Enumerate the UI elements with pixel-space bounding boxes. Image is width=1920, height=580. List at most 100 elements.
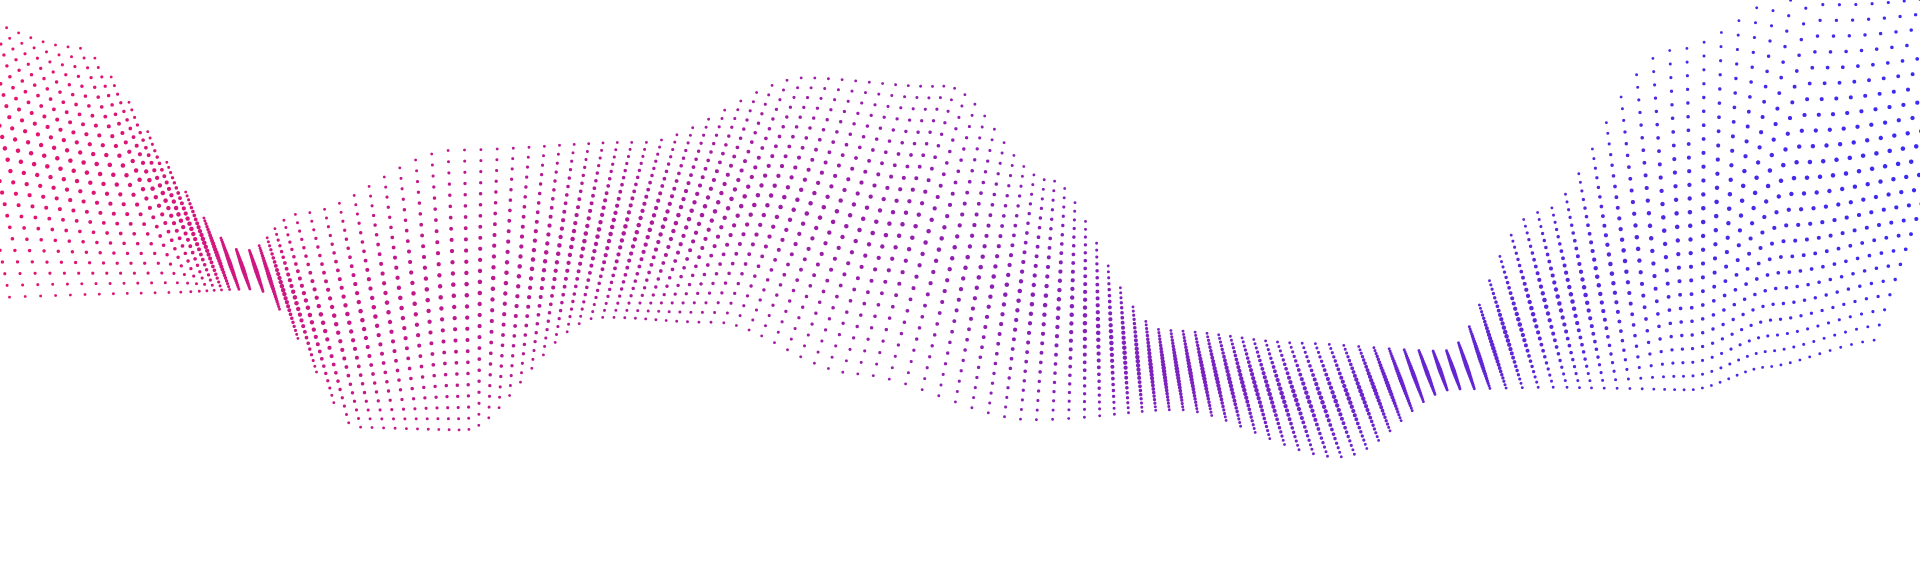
wave-dot — [956, 169, 961, 174]
wave-dot — [939, 132, 944, 136]
wave-dot — [1689, 305, 1694, 310]
wave-dot — [1342, 344, 1346, 347]
wave-dot — [382, 426, 385, 430]
wave-dot — [1282, 399, 1287, 404]
wave-dot — [825, 194, 830, 199]
wave-dot — [1040, 331, 1046, 336]
wave-dot — [662, 292, 666, 297]
wave-dot — [1406, 399, 1411, 403]
wave-dot — [800, 145, 805, 150]
wave-dot — [378, 408, 382, 412]
wave-dot — [609, 169, 613, 174]
wave-dot — [1154, 408, 1158, 412]
wave-dot — [179, 201, 184, 206]
wave-dot — [447, 428, 451, 432]
wave-dot — [1060, 232, 1065, 237]
wave-dot — [716, 301, 720, 305]
wave-dot — [522, 342, 527, 347]
wave-dot — [32, 46, 36, 50]
wave-dot — [1599, 300, 1604, 305]
wave-dot — [1724, 264, 1729, 269]
wave-dot — [217, 280, 221, 284]
wave-dot — [819, 251, 824, 256]
wave-dot — [0, 179, 2, 184]
wave-dot — [416, 333, 421, 338]
wave-dot — [932, 206, 937, 211]
wave-dot — [179, 264, 183, 268]
wave-dot — [636, 222, 641, 228]
wave-dot — [495, 147, 499, 151]
wave-dot — [902, 320, 907, 324]
wave-dot — [1352, 373, 1357, 378]
wave-dot — [1807, 81, 1812, 86]
wave-dot — [1817, 174, 1823, 180]
wave-dot — [1792, 300, 1796, 304]
wave-dot — [980, 345, 984, 350]
wave-dot — [1565, 200, 1569, 204]
wave-dot — [1292, 354, 1296, 359]
wave-dot — [1871, 310, 1875, 314]
wave-dot — [510, 167, 514, 171]
wave-dot — [1792, 84, 1797, 89]
wave-dot — [94, 161, 99, 167]
wave-dot — [400, 315, 406, 321]
wave-dot — [1317, 391, 1322, 396]
wave-dot — [1689, 278, 1694, 283]
wave-dot — [545, 327, 549, 332]
wave-dot — [1901, 102, 1906, 107]
wave-dot — [742, 127, 746, 131]
wave-dot — [1070, 286, 1075, 292]
wave-dot — [1834, 18, 1839, 23]
wave-dot — [1197, 350, 1201, 354]
wave-dot — [604, 301, 608, 305]
wave-dot — [392, 349, 397, 354]
wave-dot — [1135, 354, 1140, 360]
wave-dot — [1668, 62, 1672, 66]
wave-dot — [1630, 312, 1635, 317]
wave-dot — [1083, 407, 1086, 411]
wave-dot — [829, 267, 834, 272]
wave-dot — [1797, 144, 1802, 149]
wave-dot — [1006, 272, 1011, 278]
wave-dot — [820, 339, 824, 343]
wave-dot — [1176, 379, 1181, 384]
wave-dot — [667, 276, 672, 280]
wave-dot — [464, 281, 469, 287]
wave-dot — [175, 281, 179, 285]
wave-dot — [1596, 185, 1601, 190]
wave-dot — [1369, 378, 1374, 383]
wave-dot — [301, 290, 307, 296]
wave-dot — [1670, 103, 1674, 107]
wave-dot — [778, 204, 783, 210]
wave-dot — [601, 205, 606, 210]
wave-dot — [684, 292, 688, 296]
wave-dot — [639, 257, 644, 262]
wave-dot — [626, 210, 632, 215]
wave-dot — [1137, 375, 1142, 380]
wave-dot — [1254, 346, 1258, 350]
wave-dot — [1300, 341, 1304, 345]
wave-dot — [1513, 245, 1517, 249]
wave-dot — [1249, 415, 1253, 419]
wave-dot — [35, 172, 40, 178]
wave-dot — [1295, 402, 1300, 407]
wave-dot — [289, 283, 294, 289]
wave-dot — [1655, 122, 1659, 127]
wave-dot — [318, 253, 322, 258]
wave-dot — [720, 117, 724, 120]
wave-dot — [359, 231, 363, 235]
wave-dot — [1721, 322, 1725, 327]
wave-dot — [1095, 316, 1101, 322]
wave-dot — [1632, 211, 1637, 216]
wave-dot — [1194, 400, 1198, 404]
wave-dot — [419, 364, 424, 369]
wave-dot — [1898, 14, 1902, 19]
wave-dot — [1032, 173, 1036, 177]
wave-dot — [39, 238, 43, 242]
wave-dot — [204, 222, 208, 226]
wave-dot — [1485, 379, 1490, 383]
wave-dot — [342, 404, 346, 408]
wave-dot — [1206, 335, 1210, 339]
wave-dot — [974, 212, 979, 217]
wave-dot — [1878, 135, 1883, 141]
